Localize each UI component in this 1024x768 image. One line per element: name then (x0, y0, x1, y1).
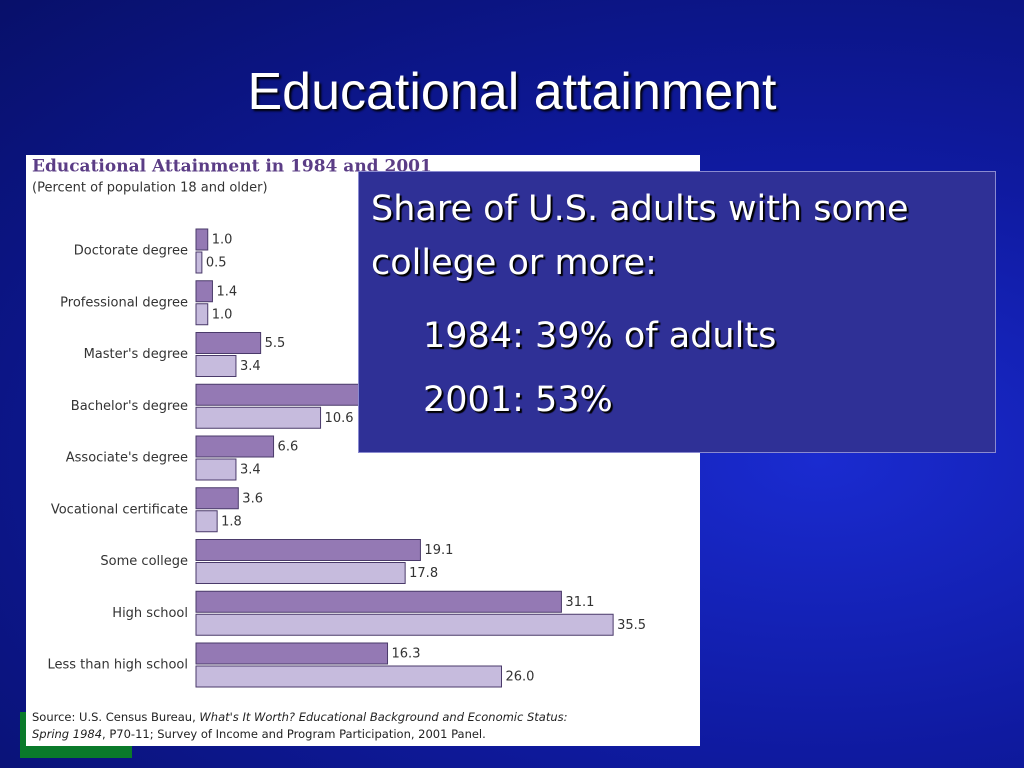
value-label: 19.1 (424, 543, 453, 558)
bar (195, 332, 262, 354)
value-label: 0.5 (206, 256, 227, 271)
bar (195, 355, 237, 377)
category-label: Bachelor's degree (71, 399, 188, 414)
bar (195, 613, 614, 636)
source-note: Spring 1984, P70-11; Survey of Income an… (32, 727, 486, 741)
bar (195, 590, 562, 613)
source-segment: Source: U.S. Census Bureau, (32, 710, 199, 724)
bar (195, 487, 239, 510)
bar (195, 539, 421, 561)
callout-line: 1984: 39% of adults (423, 316, 777, 356)
source-note: Source: U.S. Census Bureau, What's It Wo… (32, 710, 568, 724)
category-label: Doctorate degree (74, 244, 188, 259)
source-segment: , P70-11; Survey of Income and Program P… (102, 727, 486, 741)
category-label: Professional degree (60, 295, 188, 310)
bar (195, 406, 322, 429)
bar (195, 665, 502, 688)
value-label: 26.0 (506, 670, 535, 685)
value-label: 3.4 (240, 359, 261, 374)
bar (195, 280, 213, 303)
value-label: 31.1 (565, 595, 594, 610)
callout-heading: Share of U.S. adults with some college o… (371, 189, 909, 283)
value-label: 10.6 (325, 411, 354, 426)
bar (195, 435, 275, 458)
value-label: 1.8 (221, 514, 242, 529)
value-label: 1.0 (212, 233, 233, 248)
value-label: 3.4 (240, 463, 261, 478)
source-segment: What's It Worth? Educational Background … (199, 710, 567, 724)
value-label: 35.5 (617, 618, 646, 633)
category-label: Master's degree (84, 347, 188, 362)
category-label: Some college (100, 554, 188, 569)
chart-subtitle: (Percent of population 18 and older) (32, 181, 268, 196)
value-label: 3.6 (242, 491, 263, 506)
bar (195, 562, 406, 584)
bar (195, 510, 218, 533)
category-label: High school (112, 606, 188, 621)
slide-title: Educational attainment (247, 63, 777, 121)
bar (195, 642, 389, 665)
chart-title: Educational Attainment in 1984 and 2001 (32, 157, 432, 177)
category-label: Less than high school (47, 658, 188, 673)
callout-line: 2001: 53% (423, 380, 613, 420)
source-segment: Spring 1984 (32, 727, 102, 741)
bar (195, 383, 373, 406)
category-label: Vocational certificate (51, 502, 188, 517)
bar (195, 251, 203, 274)
value-label: 1.0 (212, 307, 233, 322)
category-label: Associate's degree (66, 451, 188, 466)
value-label: 17.8 (409, 566, 438, 581)
value-label: 1.4 (216, 284, 237, 299)
bar (195, 458, 237, 481)
bar (195, 303, 209, 326)
bar (195, 228, 209, 251)
value-label: 16.3 (392, 647, 421, 662)
value-label: 6.6 (278, 440, 299, 455)
callout: Share of U.S. adults with some college o… (358, 171, 996, 453)
value-label: 5.5 (265, 336, 286, 351)
